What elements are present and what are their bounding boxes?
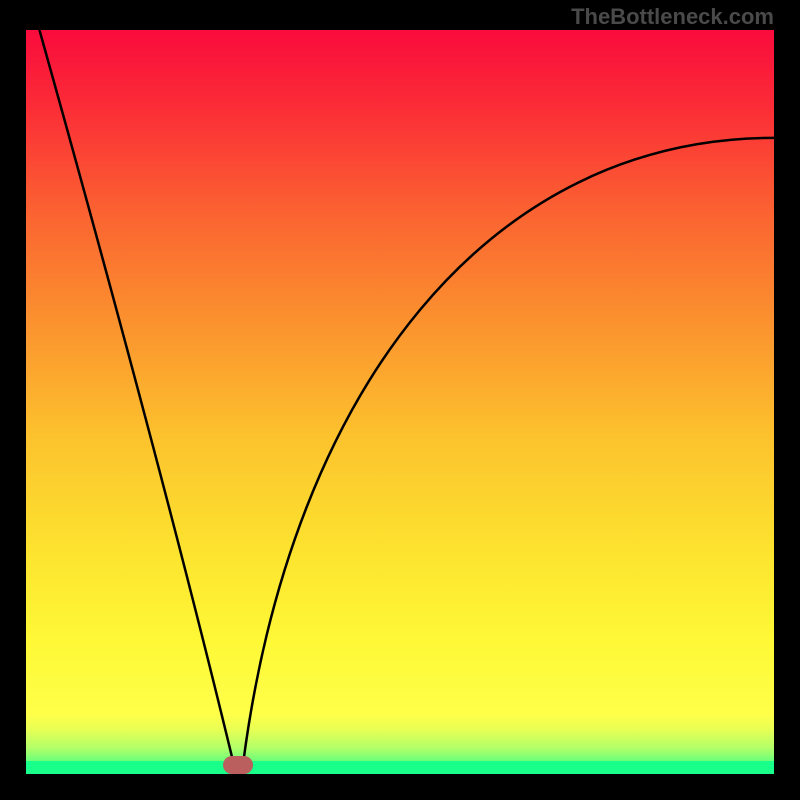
optimum-marker xyxy=(223,756,253,774)
chart-frame: TheBottleneck.com xyxy=(0,0,800,800)
curve-right-branch xyxy=(243,138,774,765)
attribution-text: TheBottleneck.com xyxy=(571,4,774,30)
curve-left-branch xyxy=(39,30,233,765)
bottleneck-curve xyxy=(26,30,774,774)
plot-area xyxy=(26,30,774,774)
